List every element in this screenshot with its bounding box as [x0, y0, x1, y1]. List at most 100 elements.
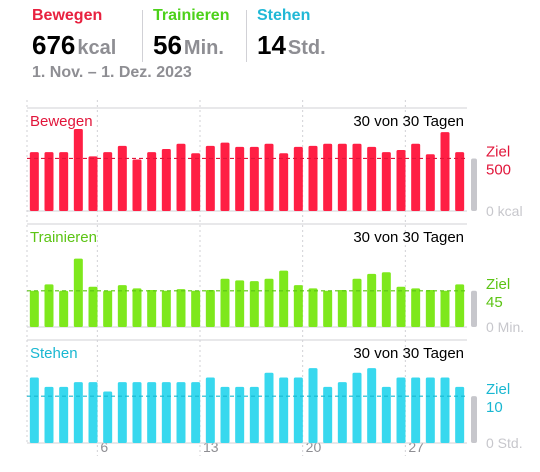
bar: [337, 382, 347, 443]
bar: [191, 153, 201, 211]
bar: [147, 152, 157, 211]
bar: [455, 284, 465, 327]
summary-stand-label: Stehen: [257, 7, 311, 24]
bar: [440, 377, 450, 443]
bar: [279, 153, 289, 211]
bar: [220, 278, 230, 327]
bar: [73, 129, 83, 211]
bar: [411, 143, 421, 211]
bar: [308, 145, 318, 211]
bar: [411, 288, 421, 327]
bar: [293, 285, 303, 327]
bar: [279, 377, 289, 443]
bar: [367, 368, 377, 443]
bar: [455, 386, 465, 443]
bar: [381, 386, 391, 443]
summary-stand-value: 14: [257, 30, 286, 60]
bar: [293, 377, 303, 443]
bar: [264, 372, 274, 443]
bar: [352, 372, 362, 443]
bar: [220, 386, 230, 443]
bar: [176, 289, 186, 327]
bar: [220, 142, 230, 211]
goal-value: 45: [486, 294, 503, 311]
bar: [352, 143, 362, 211]
bar: [161, 148, 171, 211]
date-range: 1. Nov. – 1. Dez. 2023: [32, 64, 192, 81]
bar: [396, 150, 406, 211]
panel-title: Trainieren: [30, 229, 97, 246]
summary-exercise-unit: Min.: [183, 37, 224, 59]
bar: [103, 152, 113, 211]
bar: [29, 152, 39, 211]
summary-divider: [142, 10, 143, 62]
bar: [352, 278, 362, 327]
bar: [29, 290, 39, 327]
bar: [293, 146, 303, 211]
bar: [323, 386, 333, 443]
bar: [59, 386, 69, 443]
summary-stand: Stehen 14 Std.: [257, 6, 326, 65]
panel-days-count: 30 von 30 Tagen: [353, 113, 464, 130]
bar: [264, 143, 274, 211]
bar: [425, 377, 435, 443]
bar: [161, 382, 171, 443]
bar: [132, 382, 142, 443]
panel-title: Bewegen: [30, 113, 93, 130]
bar: [191, 382, 201, 443]
x-tick-label: 6: [100, 439, 108, 455]
summary-move-label: Bewegen: [32, 7, 103, 24]
summary-stand-unit: Std.: [287, 37, 326, 59]
bar: [59, 152, 69, 211]
bar: [191, 290, 201, 327]
bar: [367, 273, 377, 327]
bar: [411, 377, 421, 443]
bar: [88, 156, 98, 211]
summary-divider: [246, 10, 247, 62]
bar: [88, 382, 98, 443]
bar: [308, 288, 318, 327]
bar: [337, 143, 347, 211]
summary-move-unit: kcal: [77, 37, 117, 59]
bar: [235, 146, 245, 211]
bar: [29, 377, 39, 443]
summary-exercise: Trainieren 56 Min.: [153, 6, 229, 65]
bar: [235, 386, 245, 443]
bar: [88, 286, 98, 327]
bar: [279, 270, 289, 327]
bar: [235, 280, 245, 327]
bar: [323, 290, 333, 327]
zero-label: 0 Std.: [486, 435, 523, 451]
bar: [396, 377, 406, 443]
goal-value: 500: [486, 161, 511, 178]
bar: [73, 382, 83, 443]
goal-marker-bar: [471, 158, 477, 211]
summary-move-value: 676: [32, 30, 76, 60]
bar: [249, 386, 259, 443]
bar: [381, 272, 391, 327]
bar: [308, 368, 318, 443]
bar: [205, 377, 215, 443]
goal-marker-bar: [471, 290, 477, 327]
bar: [323, 143, 333, 211]
goal-value: 10: [486, 399, 503, 416]
bar: [264, 278, 274, 327]
bar: [44, 386, 54, 443]
goal-label: Ziel: [486, 143, 510, 160]
bar: [161, 290, 171, 327]
bar: [132, 159, 142, 211]
bar: [44, 152, 54, 211]
summary-exercise-value: 56: [153, 30, 182, 60]
bar: [59, 290, 69, 327]
bar: [205, 145, 215, 211]
bar: [117, 382, 127, 443]
bar: [367, 146, 377, 211]
bar: [147, 289, 157, 327]
bar: [381, 152, 391, 211]
bar: [132, 288, 142, 327]
bar: [117, 285, 127, 327]
bar: [249, 146, 259, 211]
zero-label: 0 Min.: [486, 319, 524, 335]
bar: [176, 143, 186, 211]
